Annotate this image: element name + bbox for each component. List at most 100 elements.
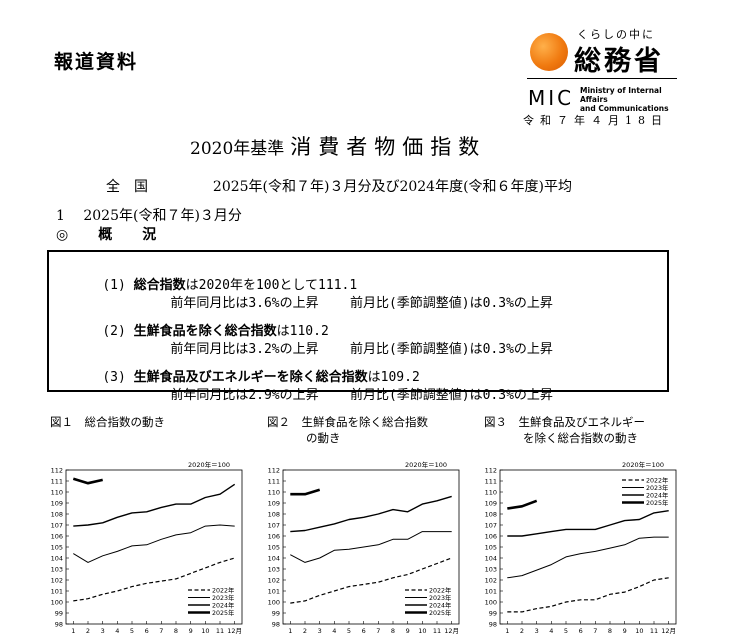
- summary-bold: 総合指数: [133, 278, 186, 293]
- y-tick-label: 109: [268, 499, 280, 507]
- summary-rates-1: 前年同月比は3.6%の上昇 前月比(季節調整値)は0.3%の上昇: [139, 277, 553, 326]
- summary-item-2: (2) 生鮮食品を除く総合指数は110.2: [71, 305, 328, 354]
- y-tick-label: 111: [485, 477, 497, 485]
- summary-yoy: 前年同月比は2.9%の上昇: [170, 388, 319, 403]
- x-tick-label: 2: [86, 627, 90, 635]
- x-tick-label: 11: [216, 627, 224, 635]
- y-tick-label: 103: [51, 565, 63, 573]
- x-tick-label: 6: [579, 627, 583, 635]
- y-tick-label: 101: [485, 587, 497, 595]
- section-heading: 1 2025年(令和７年)３月分: [56, 208, 242, 224]
- legend-label: 2024年: [212, 600, 234, 609]
- summary-rates-2: 前年同月比は3.2%の上昇 前月比(季節調整値)は0.3%の上昇: [139, 323, 553, 372]
- document-title: 2020年基準 消費者物価指数: [190, 131, 486, 161]
- summary-mom: 前月比(季節調整値)は0.3%の上昇: [349, 342, 553, 357]
- summary-bold: 生鮮食品を除く総合指数: [133, 324, 277, 339]
- chart-2: 2020年＝1009899100101102103104105106107108…: [268, 460, 460, 635]
- summary-num: (3): [102, 370, 126, 385]
- x-tick-label: 10: [418, 627, 426, 635]
- chart-3: 2020年＝1009899100101102103104105106107108…: [485, 460, 677, 635]
- y-tick-label: 111: [268, 477, 280, 485]
- legend-label: 2023年: [429, 593, 451, 602]
- summary-rest: は109.2: [367, 370, 420, 385]
- caption-line-1: 図２ 生鮮食品を除く総合指数: [267, 415, 428, 429]
- y-tick-label: 108: [268, 510, 280, 518]
- series-line-2023年: [73, 524, 235, 563]
- y-tick-label: 107: [485, 521, 497, 529]
- x-tick-label: 10: [635, 627, 643, 635]
- caption-line-1: 図１ 総合指数の動き: [50, 415, 165, 429]
- x-tick-label: 2: [520, 627, 524, 635]
- title-prefix: 2020年基準: [190, 139, 285, 159]
- x-tick-label: 3: [318, 627, 322, 635]
- x-tick-label: 7: [376, 627, 380, 635]
- chart-1: 2020年＝1009899100101102103104105106107108…: [51, 460, 243, 635]
- series-line-2024年: [507, 510, 669, 537]
- y-tick-label: 104: [51, 554, 63, 562]
- logo-ministry-name: 総務省: [574, 46, 664, 77]
- legend-label: 2024年: [429, 600, 451, 609]
- summary-box: (1) 総合指数は2020年を100として111.1 前年同月比は3.6%の上昇…: [47, 250, 669, 403]
- x-tick-label: 12月: [661, 627, 676, 635]
- mic-mark: MIC: [528, 86, 575, 110]
- x-tick-label: 8: [608, 627, 612, 635]
- x-tick-label: 11: [433, 627, 441, 635]
- x-tick-label: 4: [115, 627, 119, 635]
- x-tick-label: 3: [101, 627, 105, 635]
- x-tick-label: 5: [347, 627, 351, 635]
- x-tick-label: 11: [650, 627, 658, 635]
- summary-item-3: (3) 生鮮食品及びエネルギーを除く総合指数は109.2: [71, 351, 420, 400]
- y-tick-label: 107: [51, 521, 63, 529]
- series-line-2022年: [73, 557, 235, 602]
- y-tick-label: 104: [485, 554, 497, 562]
- series-line-2023年: [507, 536, 669, 579]
- y-tick-label: 100: [51, 598, 63, 606]
- y-tick-label: 104: [268, 554, 280, 562]
- x-tick-label: 12月: [227, 627, 242, 635]
- y-tick-label: 99: [489, 609, 497, 617]
- chart-note: 2020年＝100: [188, 460, 230, 469]
- legend-label: 2023年: [646, 483, 668, 492]
- series-line-2022年: [507, 577, 669, 613]
- series-line-2024年: [290, 495, 452, 533]
- caption-line-2: を除く総合指数の動き: [523, 431, 638, 445]
- summary-bold: 生鮮食品及びエネルギーを除く総合指数: [133, 370, 368, 385]
- subtitle: 全 国 2025年(令和７年)３月分及び2024年度(令和６年度)平均: [106, 176, 572, 196]
- series-line-2023年: [290, 531, 452, 563]
- title-main: 消費者物価指数: [290, 135, 487, 159]
- y-tick-label: 100: [268, 598, 280, 606]
- figure-2-caption: 図２ 生鮮食品を除く総合指数 の動き: [267, 414, 428, 446]
- x-tick-label: 9: [189, 627, 193, 635]
- mic-english-name: Ministry of Internal Affairs and Communi…: [580, 86, 690, 113]
- legend-label: 2022年: [212, 585, 234, 594]
- figure-3-caption: 図３ 生鮮食品及びエネルギー を除く総合指数の動き: [484, 414, 645, 446]
- y-tick-label: 106: [485, 532, 497, 540]
- y-tick-label: 98: [55, 620, 63, 628]
- x-tick-label: 1: [71, 627, 75, 635]
- subtitle-area: 全 国: [106, 179, 148, 195]
- y-tick-label: 101: [51, 587, 63, 595]
- legend-label: 2025年: [646, 498, 668, 507]
- caption-line-1: 図３ 生鮮食品及びエネルギー: [484, 415, 645, 429]
- summary-yoy: 前年同月比は3.6%の上昇: [170, 296, 319, 311]
- legend-label: 2025年: [212, 608, 234, 617]
- summary-mom: 前月比(季節調整値)は0.3%の上昇: [349, 296, 553, 311]
- legend-label: 2023年: [212, 593, 234, 602]
- y-tick-label: 112: [268, 466, 280, 474]
- y-tick-label: 112: [485, 466, 497, 474]
- summary-mom: 前月比(季節調整値)は0.3%の上昇: [349, 388, 553, 403]
- y-tick-label: 110: [485, 488, 497, 496]
- caption-line-2: の動き: [306, 431, 341, 445]
- y-tick-label: 103: [268, 565, 280, 573]
- x-tick-label: 6: [362, 627, 366, 635]
- y-tick-label: 105: [51, 543, 63, 551]
- summary-rates-3: 前年同月比は2.9%の上昇 前月比(季節調整値)は0.3%の上昇: [139, 369, 553, 418]
- summary-num: (1): [102, 278, 126, 293]
- y-tick-label: 108: [51, 510, 63, 518]
- x-tick-label: 12月: [444, 627, 459, 635]
- x-tick-label: 4: [332, 627, 336, 635]
- legend-label: 2022年: [646, 475, 668, 484]
- mic-logo-icon: [530, 33, 568, 71]
- chart-note: 2020年＝100: [622, 460, 664, 469]
- x-tick-label: 7: [593, 627, 597, 635]
